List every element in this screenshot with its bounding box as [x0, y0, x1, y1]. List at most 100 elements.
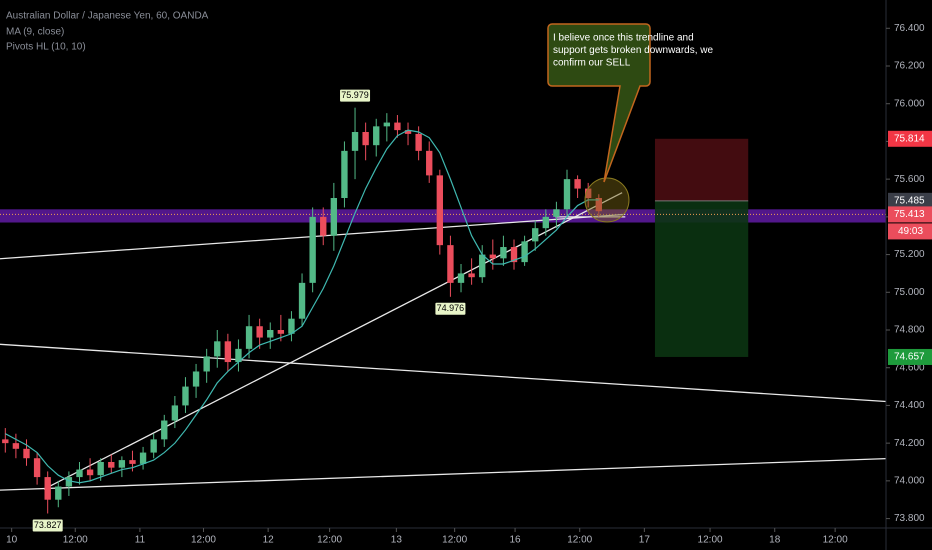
candle-body	[362, 132, 369, 146]
candle-body	[245, 326, 253, 349]
pivot-label-box	[340, 89, 371, 102]
candle-body	[65, 477, 73, 487]
candle-body	[341, 150, 348, 198]
x-tick-label: 13	[391, 535, 403, 546]
target-zone	[654, 200, 749, 357]
candle-body	[55, 486, 62, 500]
candle-body	[489, 254, 496, 259]
candle-body	[97, 462, 104, 476]
price-label: 75.485	[894, 195, 925, 206]
candle-body	[171, 405, 179, 421]
x-tick-label: 12:00	[191, 535, 216, 546]
candle-body	[192, 371, 200, 387]
price-label: 75.413	[894, 209, 925, 220]
candle-body	[150, 439, 157, 453]
candle-body	[44, 477, 51, 500]
x-tick-label: 11	[135, 535, 146, 546]
x-tick-label: 12:00	[823, 535, 848, 546]
x-tick-label: 12:00	[442, 535, 467, 546]
highlight-circle	[584, 177, 630, 223]
candle-body	[256, 326, 263, 338]
pivot-label: 75.979	[341, 90, 369, 100]
countdown-box	[888, 223, 932, 240]
chart-title: Australian Dollar / Japanese Yen, 60, OA…	[6, 11, 209, 22]
callout	[547, 23, 651, 183]
y-tick-label: 74.000	[894, 475, 925, 486]
price-label: 75.814	[894, 133, 925, 144]
callout-text: confirm our SELL	[553, 58, 631, 69]
candle-body	[129, 460, 136, 464]
x-tick-label: 16	[510, 535, 522, 546]
indicator-label: Pivots HL (10, 10)	[6, 42, 86, 53]
candle-body	[415, 133, 422, 151]
x-tick-label: 12:00	[698, 535, 723, 546]
candle-body	[383, 122, 391, 127]
pivot-label: 74.976	[437, 303, 465, 313]
candle-body	[394, 122, 401, 131]
trendline	[0, 343, 887, 403]
candle-body	[12, 443, 20, 449]
candle-body	[139, 452, 147, 464]
y-tick-label: 76.400	[894, 23, 925, 34]
pivot-label: 73.827	[34, 520, 62, 530]
candle-body	[553, 209, 560, 217]
candle-body	[320, 216, 327, 236]
candle-body	[267, 330, 274, 338]
candle-body	[468, 273, 475, 278]
candle-body	[585, 188, 592, 198]
candle-body	[298, 282, 306, 319]
callout-text: I believe once this trendline and	[553, 33, 694, 44]
y-tick-label: 75.000	[894, 287, 925, 298]
candle-body	[595, 198, 602, 212]
x-tick-label: 12	[263, 535, 275, 546]
y-tick-label: 75.600	[894, 174, 925, 185]
candle-body	[118, 460, 126, 468]
x-tick-label: 12:00	[317, 535, 342, 546]
candle-body	[203, 356, 210, 372]
pivot-label-box	[32, 519, 63, 532]
x-tick-label: 12:00	[567, 535, 592, 546]
candle-body	[33, 458, 41, 478]
x-tick-label: 18	[769, 535, 781, 546]
candle-body	[235, 348, 242, 363]
candle-body	[574, 179, 581, 189]
candle-body	[404, 130, 412, 134]
candle-body	[2, 439, 9, 444]
indicator-label: MA (9, close)	[6, 27, 64, 38]
price-label-box	[888, 130, 932, 147]
pivot-label-box	[435, 302, 466, 315]
y-tick-label: 76.200	[894, 61, 925, 72]
candle-body	[309, 216, 316, 283]
trendline	[0, 457, 887, 491]
ma-line	[5, 129, 599, 484]
x-tick-label: 17	[639, 535, 651, 546]
candle-body	[76, 469, 83, 478]
candle-body	[86, 469, 94, 476]
y-tick-label: 73.800	[894, 513, 925, 524]
y-tick-label: 74.200	[894, 438, 925, 449]
candle-body	[373, 126, 380, 146]
y-tick-label: 76.000	[894, 98, 925, 109]
y-tick-label: 75.200	[894, 249, 925, 260]
price-label-box	[888, 206, 932, 223]
candle-body	[500, 247, 507, 259]
candle-body	[532, 228, 539, 242]
candle-body	[288, 318, 295, 334]
candle-body	[457, 273, 465, 283]
x-tick-label: 12:00	[63, 535, 88, 546]
candle-body	[330, 198, 338, 236]
y-tick-label: 74.800	[894, 325, 925, 336]
candle-body	[23, 448, 30, 459]
price-label-box	[888, 192, 932, 209]
candle-body	[563, 179, 571, 210]
candle-body	[479, 254, 486, 278]
candle-body	[351, 132, 359, 151]
candle-body	[542, 216, 549, 229]
candle-body	[224, 341, 232, 363]
callout-text: support gets broken downwards, we	[553, 45, 714, 56]
y-tick-label: 74.600	[894, 362, 925, 373]
price-label: 74.657	[894, 352, 925, 363]
candle-body	[214, 341, 221, 357]
